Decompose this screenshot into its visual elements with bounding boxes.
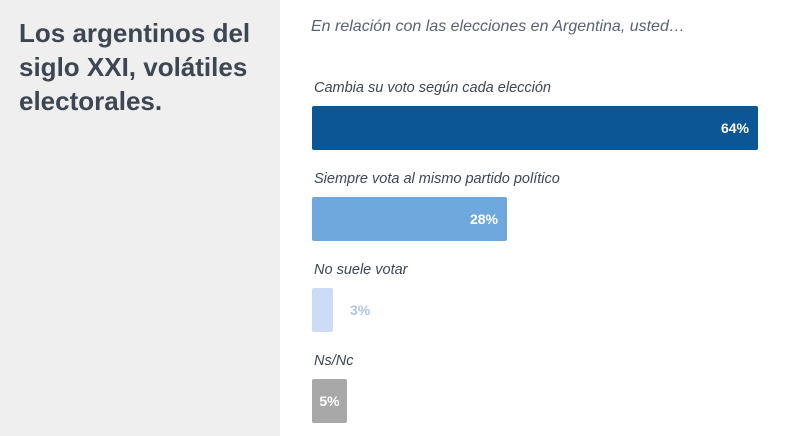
- category-label: No suele votar: [314, 262, 408, 278]
- value-label: 28%: [469, 211, 498, 227]
- category-label: Siempre vota al mismo partido político: [314, 171, 560, 187]
- value-label: 64%: [720, 120, 749, 136]
- title-panel: Los argentinos del siglo XXI, volátiles …: [0, 0, 280, 436]
- category-label: Cambia su voto según cada elección: [314, 80, 551, 96]
- bar: [312, 379, 347, 423]
- bar: [312, 288, 333, 332]
- value-label: 5%: [319, 393, 340, 409]
- category-label: Ns/Nc: [314, 353, 354, 369]
- chart-title: En relación con las elecciones en Argent…: [311, 18, 685, 35]
- value-label: 3%: [350, 302, 371, 318]
- bar: [312, 106, 758, 150]
- page-title: Los argentinos del siglo XXI, volátiles …: [19, 18, 251, 116]
- bar: [312, 197, 507, 241]
